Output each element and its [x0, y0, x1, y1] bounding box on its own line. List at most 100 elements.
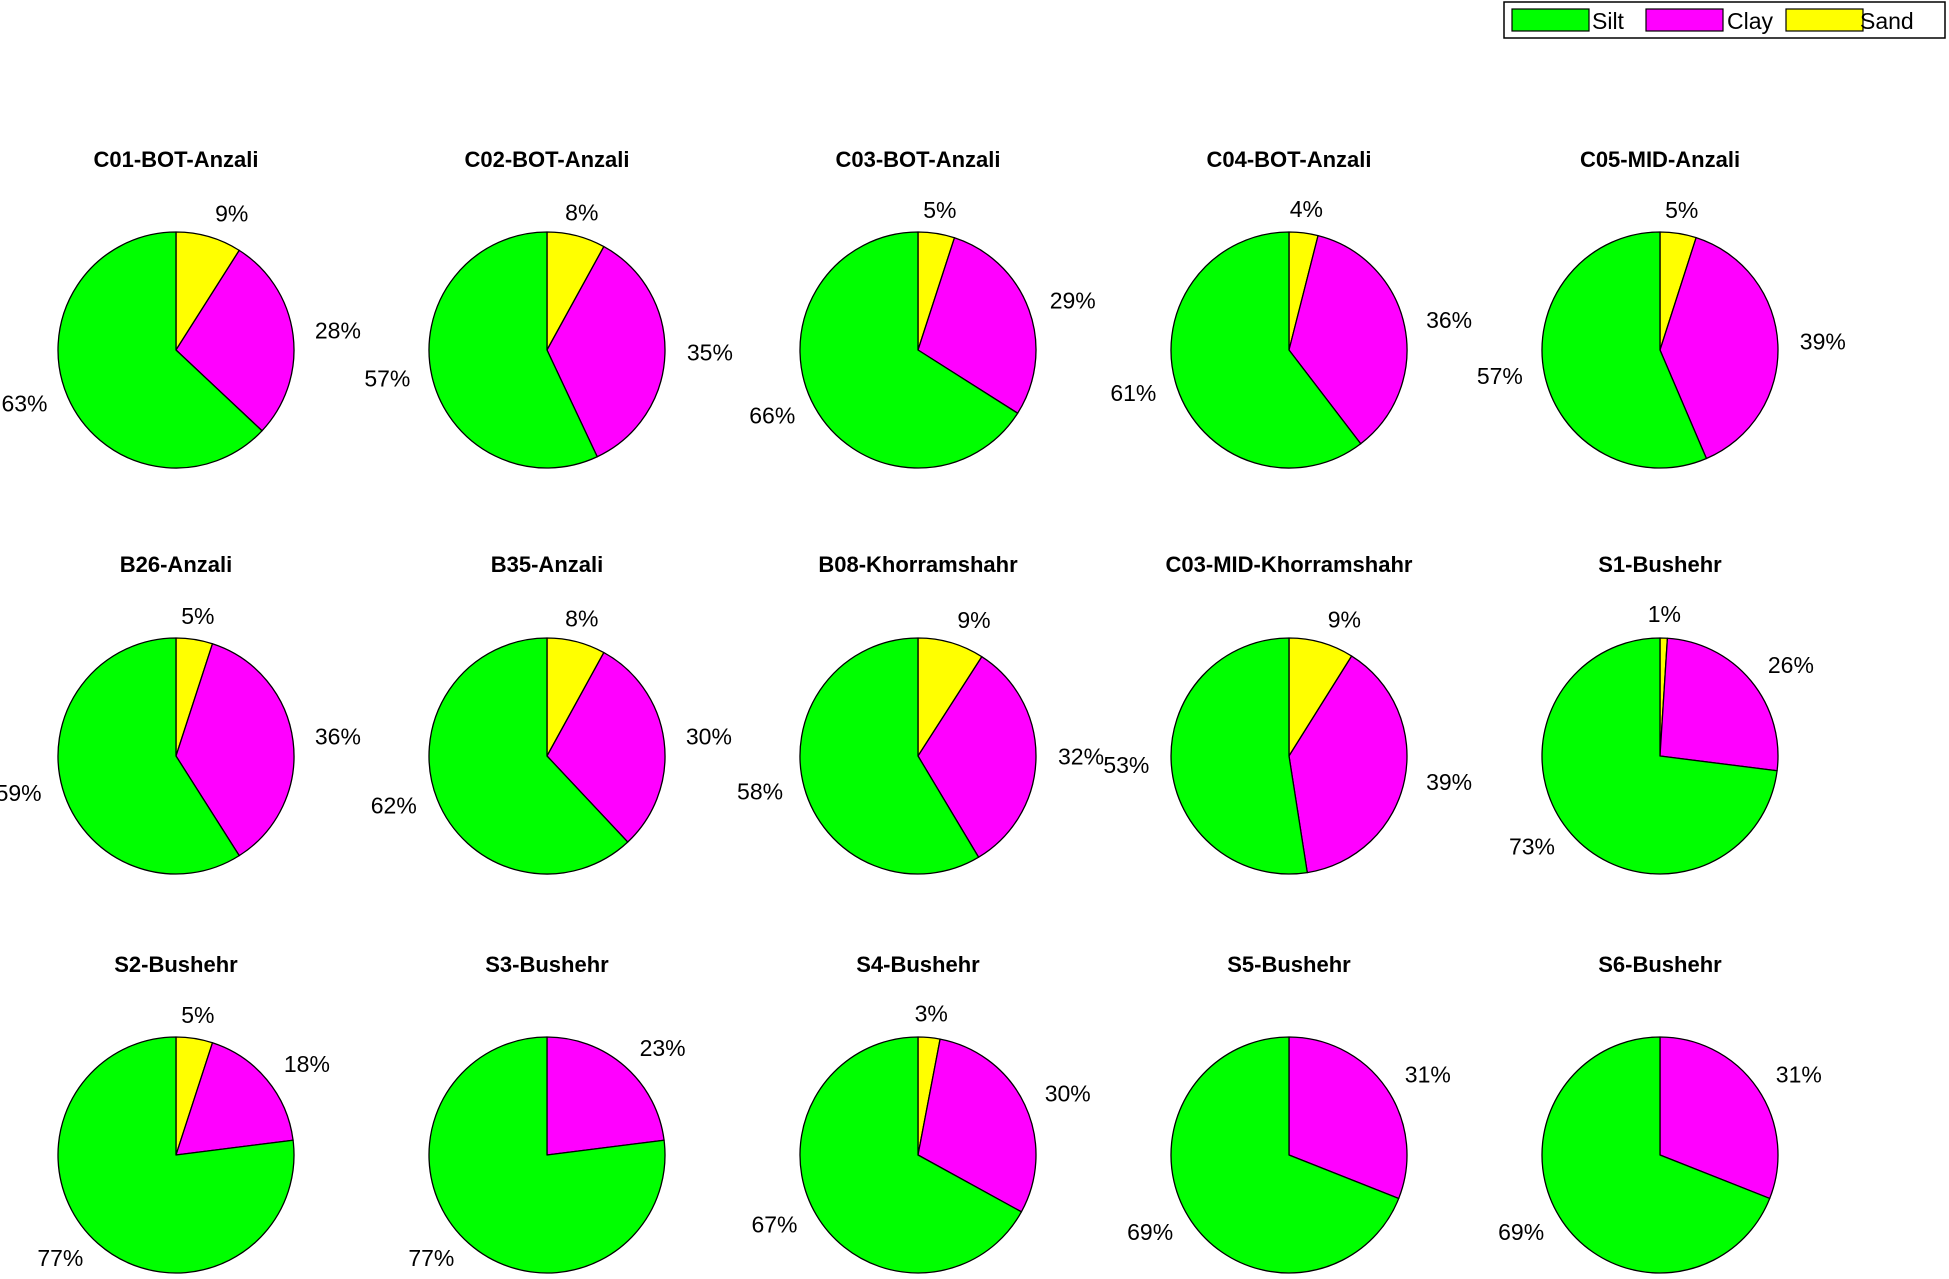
pie-title: B35-Anzali [491, 552, 603, 577]
pie-label-clay: 35% [687, 339, 733, 365]
pie-label-silt: 73% [1509, 834, 1555, 860]
pie-label-clay: 39% [1800, 329, 1846, 355]
pie-label-sand: 5% [1665, 197, 1698, 223]
pie-label-clay: 36% [315, 724, 361, 750]
pie-slice-silt [799, 637, 980, 875]
pie-title: C03-BOT-Anzali [835, 147, 1000, 172]
pie-label-sand: 8% [565, 605, 598, 631]
pie-label-clay: 28% [315, 318, 361, 344]
pie-slice-silt [1170, 231, 1362, 469]
legend-label-clay: Clay [1727, 8, 1774, 34]
legend-swatch-sand [1785, 8, 1864, 32]
pie-title: C02-BOT-Anzali [464, 147, 629, 172]
pie-label-sand: 9% [957, 607, 990, 633]
pie-label-sand: 9% [215, 201, 248, 227]
pie-label-sand: 5% [923, 197, 956, 223]
pie-12: S4-Bushehr 3% 30% 67% [751, 952, 1091, 1274]
pie-label-clay: 23% [640, 1035, 686, 1061]
pie-slice-clay [546, 651, 666, 843]
pie-label-sand: 1% [1648, 601, 1681, 627]
pie-title: B26-Anzali [120, 552, 232, 577]
pie-label-silt: 77% [37, 1245, 83, 1271]
pie-title: C04-BOT-Anzali [1206, 147, 1371, 172]
pie-label-silt: 57% [364, 366, 410, 392]
pie-0: C01-BOT-Anzali 9% 28% 63% [1, 147, 361, 469]
pie-label-clay: 30% [686, 724, 732, 750]
pie-6: B35-Anzali 8% 30% 62% [371, 552, 732, 875]
pie-14: S6-Bushehr 31% 69% [1498, 952, 1822, 1274]
pie-slice-silt [799, 1036, 1023, 1274]
pie-label-sand: 5% [181, 603, 214, 629]
pie-label-sand: 3% [915, 1001, 948, 1027]
legend-label-silt: Silt [1592, 8, 1625, 34]
pie-slice-clay [175, 643, 295, 857]
pie-title: S1-Bushehr [1598, 552, 1722, 577]
pie-title: B08-Khorramshahr [818, 552, 1018, 577]
pie-9: S1-Bushehr 1% 26% 73% [1509, 552, 1814, 875]
pie-slice-silt [1541, 637, 1778, 875]
pie-label-silt: 63% [1, 391, 47, 417]
pie-slice-silt [428, 231, 598, 469]
pie-4: C05-MID-Anzali 5% 39% 57% [1477, 147, 1846, 469]
pie-5: B26-Anzali 5% 36% 59% [0, 552, 361, 875]
pie-title: S4-Bushehr [856, 952, 980, 977]
pie-label-clay: 39% [1426, 769, 1472, 795]
pie-label-silt: 57% [1477, 363, 1523, 389]
pie-slice-silt [1170, 637, 1308, 875]
pie-11: S3-Bushehr 23% 77% [408, 952, 686, 1274]
pie-label-silt: 58% [737, 778, 783, 804]
pie-slice-silt [57, 231, 263, 469]
pie-label-silt: 66% [749, 402, 795, 428]
legend-swatch-silt [1511, 8, 1590, 32]
pie-label-silt: 61% [1110, 380, 1156, 406]
pie-label-sand: 4% [1290, 196, 1323, 222]
pie-label-silt: 53% [1103, 752, 1149, 778]
pie-title: S3-Bushehr [485, 952, 609, 977]
pie-slice-silt [57, 1036, 295, 1274]
pie-7: B08-Khorramshahr 9% 32% 58% [737, 552, 1104, 875]
legend-swatch-clay [1645, 8, 1724, 32]
pie-slice-clay [1659, 1036, 1779, 1200]
pie-slice-silt [1170, 1036, 1400, 1274]
pie-label-clay: 36% [1426, 307, 1472, 333]
pie-label-silt: 67% [751, 1211, 797, 1237]
pie-8: C03-MID-Khorramshahr 9% 39% 53% [1103, 552, 1472, 875]
pie-title: S6-Bushehr [1598, 952, 1722, 977]
pie-slice-clay [546, 1036, 665, 1156]
pie-title: C03-MID-Khorramshahr [1166, 552, 1413, 577]
pie-slice-silt [428, 637, 629, 875]
pie-slice-clay [917, 1038, 1037, 1213]
pie-slice-silt [1541, 1036, 1771, 1274]
pie-slice-clay [546, 245, 666, 458]
pie-label-clay: 18% [284, 1051, 330, 1077]
pie-title: C01-BOT-Anzali [93, 147, 258, 172]
legend-label-sand: Sand [1860, 8, 1914, 34]
pie-label-sand: 8% [565, 199, 598, 225]
pie-slice-silt [799, 231, 1019, 469]
pie-1: C02-BOT-Anzali 8% 35% 57% [364, 147, 733, 469]
pie-label-sand: 9% [1328, 607, 1361, 633]
pie-label-clay: 30% [1045, 1080, 1091, 1106]
pie-13: S5-Bushehr 31% 69% [1127, 952, 1451, 1274]
legend: Silt Clay Sand [1503, 1, 1946, 39]
pie-slice-silt [57, 637, 240, 875]
pie-slice-clay [1659, 237, 1779, 460]
pie-title: S2-Bushehr [114, 952, 238, 977]
pie-label-clay: 31% [1776, 1061, 1822, 1087]
pie-2: C03-BOT-Anzali 5% 29% 66% [749, 147, 1096, 469]
pie-title: C05-MID-Anzali [1580, 147, 1740, 172]
pie-slice-clay [175, 1042, 294, 1156]
pie-label-silt: 59% [0, 780, 42, 806]
pie-slice-clay [1288, 234, 1408, 445]
pie-title: S5-Bushehr [1227, 952, 1351, 977]
pies-container: C01-BOT-Anzali 9% 28% 63% C02-BOT-Anzali 8% 35… [0, 147, 1846, 1274]
pie-label-clay: 32% [1058, 743, 1104, 769]
pie-slice-silt [428, 1036, 666, 1274]
pie-label-silt: 62% [371, 793, 417, 819]
pie-label-sand: 5% [181, 1002, 214, 1028]
pie-10: S2-Bushehr 5% 18% 77% [37, 952, 330, 1274]
pie-slice-clay [175, 249, 295, 432]
pie-label-clay: 31% [1405, 1061, 1451, 1087]
pie-slice-clay [1288, 655, 1408, 874]
